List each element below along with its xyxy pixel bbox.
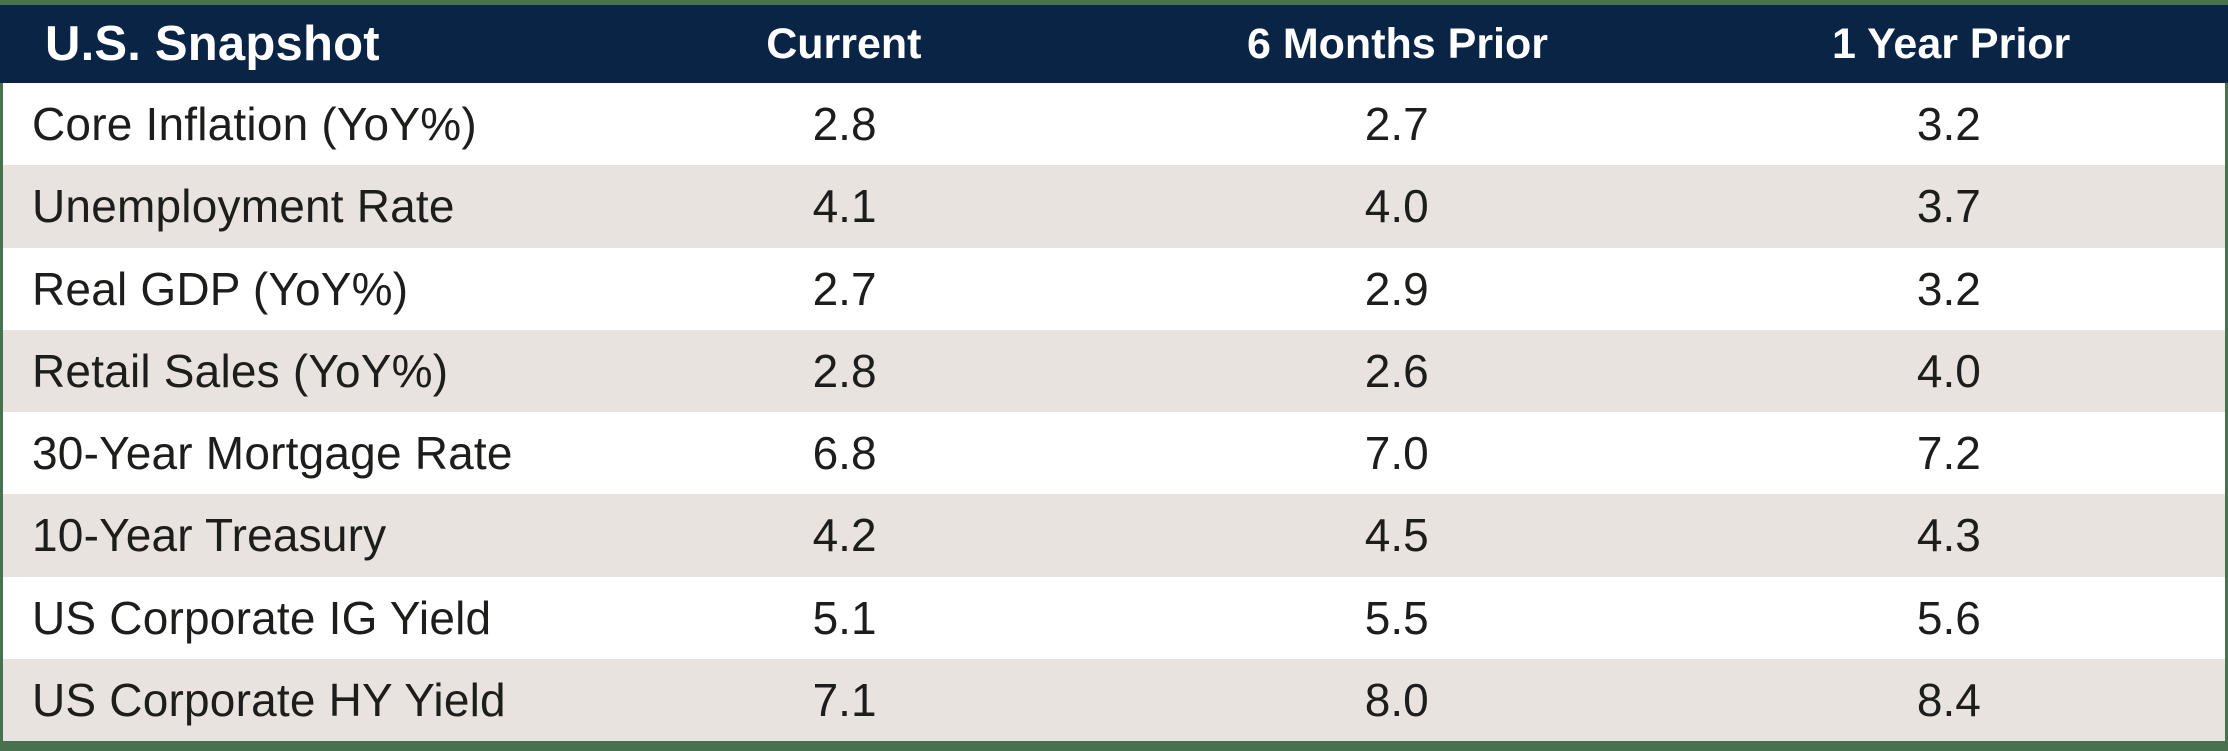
cell-value: 4.2 [812,509,877,562]
row-label: US Corporate IG Yield [32,591,492,644]
cell-value: 7.1 [812,673,877,726]
table-row: 30-Year Mortgage Rate 6.8 7.0 7.2 [3,412,2225,495]
cell-value: 8.0 [1364,673,1429,726]
row-label: Real GDP (YoY%) [32,262,409,315]
cell-value: 2.6 [1364,344,1429,397]
table-row: Retail Sales (YoY%) 2.8 2.6 4.0 [3,329,2225,412]
table-row: Real GDP (YoY%) 2.7 2.9 3.2 [3,247,2225,330]
table-row: Unemployment Rate 4.1 4.0 3.7 [3,165,2225,248]
row-label: Core Inflation (YoY%) [32,98,477,151]
cell-value: 4.5 [1364,509,1429,562]
row-label: Unemployment Rate [32,180,455,233]
column-header-1-year-prior: 1 Year Prior [1832,19,2071,68]
table-row: Core Inflation (YoY%) 2.8 2.7 3.2 [3,83,2225,166]
cell-value: 3.2 [1916,262,1981,315]
cell-value: 2.7 [1364,98,1429,151]
cell-value: 5.6 [1916,591,1981,644]
cell-value: 3.7 [1916,180,1981,233]
cell-value: 6.8 [812,427,877,480]
column-header-6-months-prior: 6 Months Prior [1246,19,1549,68]
row-label: 30-Year Mortgage Rate [32,427,513,480]
cell-value: 4.3 [1916,509,1981,562]
row-label: US Corporate HY Yield [32,673,506,726]
cell-value: 4.0 [1364,180,1429,233]
cell-value: 2.8 [812,344,877,397]
column-header-current: Current [766,19,922,68]
cell-value: 2.7 [812,262,877,315]
table-row: US Corporate HY Yield 7.1 8.0 8.4 [3,658,2225,741]
cell-value: 7.0 [1364,427,1429,480]
cell-value: 4.1 [812,180,877,233]
table-row: US Corporate IG Yield 5.1 5.5 5.6 [3,576,2225,659]
cell-value: 3.2 [1916,98,1981,151]
cell-value: 5.1 [812,591,877,644]
row-label: Retail Sales (YoY%) [32,344,449,397]
row-label: 10-Year Treasury [32,509,387,562]
cell-value: 2.8 [812,98,877,151]
cell-value: 5.5 [1364,591,1429,644]
cell-value: 4.0 [1916,344,1981,397]
cell-value: 8.4 [1916,673,1981,726]
table-row: 10-Year Treasury 4.2 4.5 4.3 [3,494,2225,577]
cell-value: 2.9 [1364,262,1429,315]
table-header-row: U.S. Snapshot Current 6 Months Prior 1 Y… [0,5,2228,83]
cell-value: 7.2 [1916,427,1981,480]
table-title: U.S. Snapshot [45,17,380,71]
